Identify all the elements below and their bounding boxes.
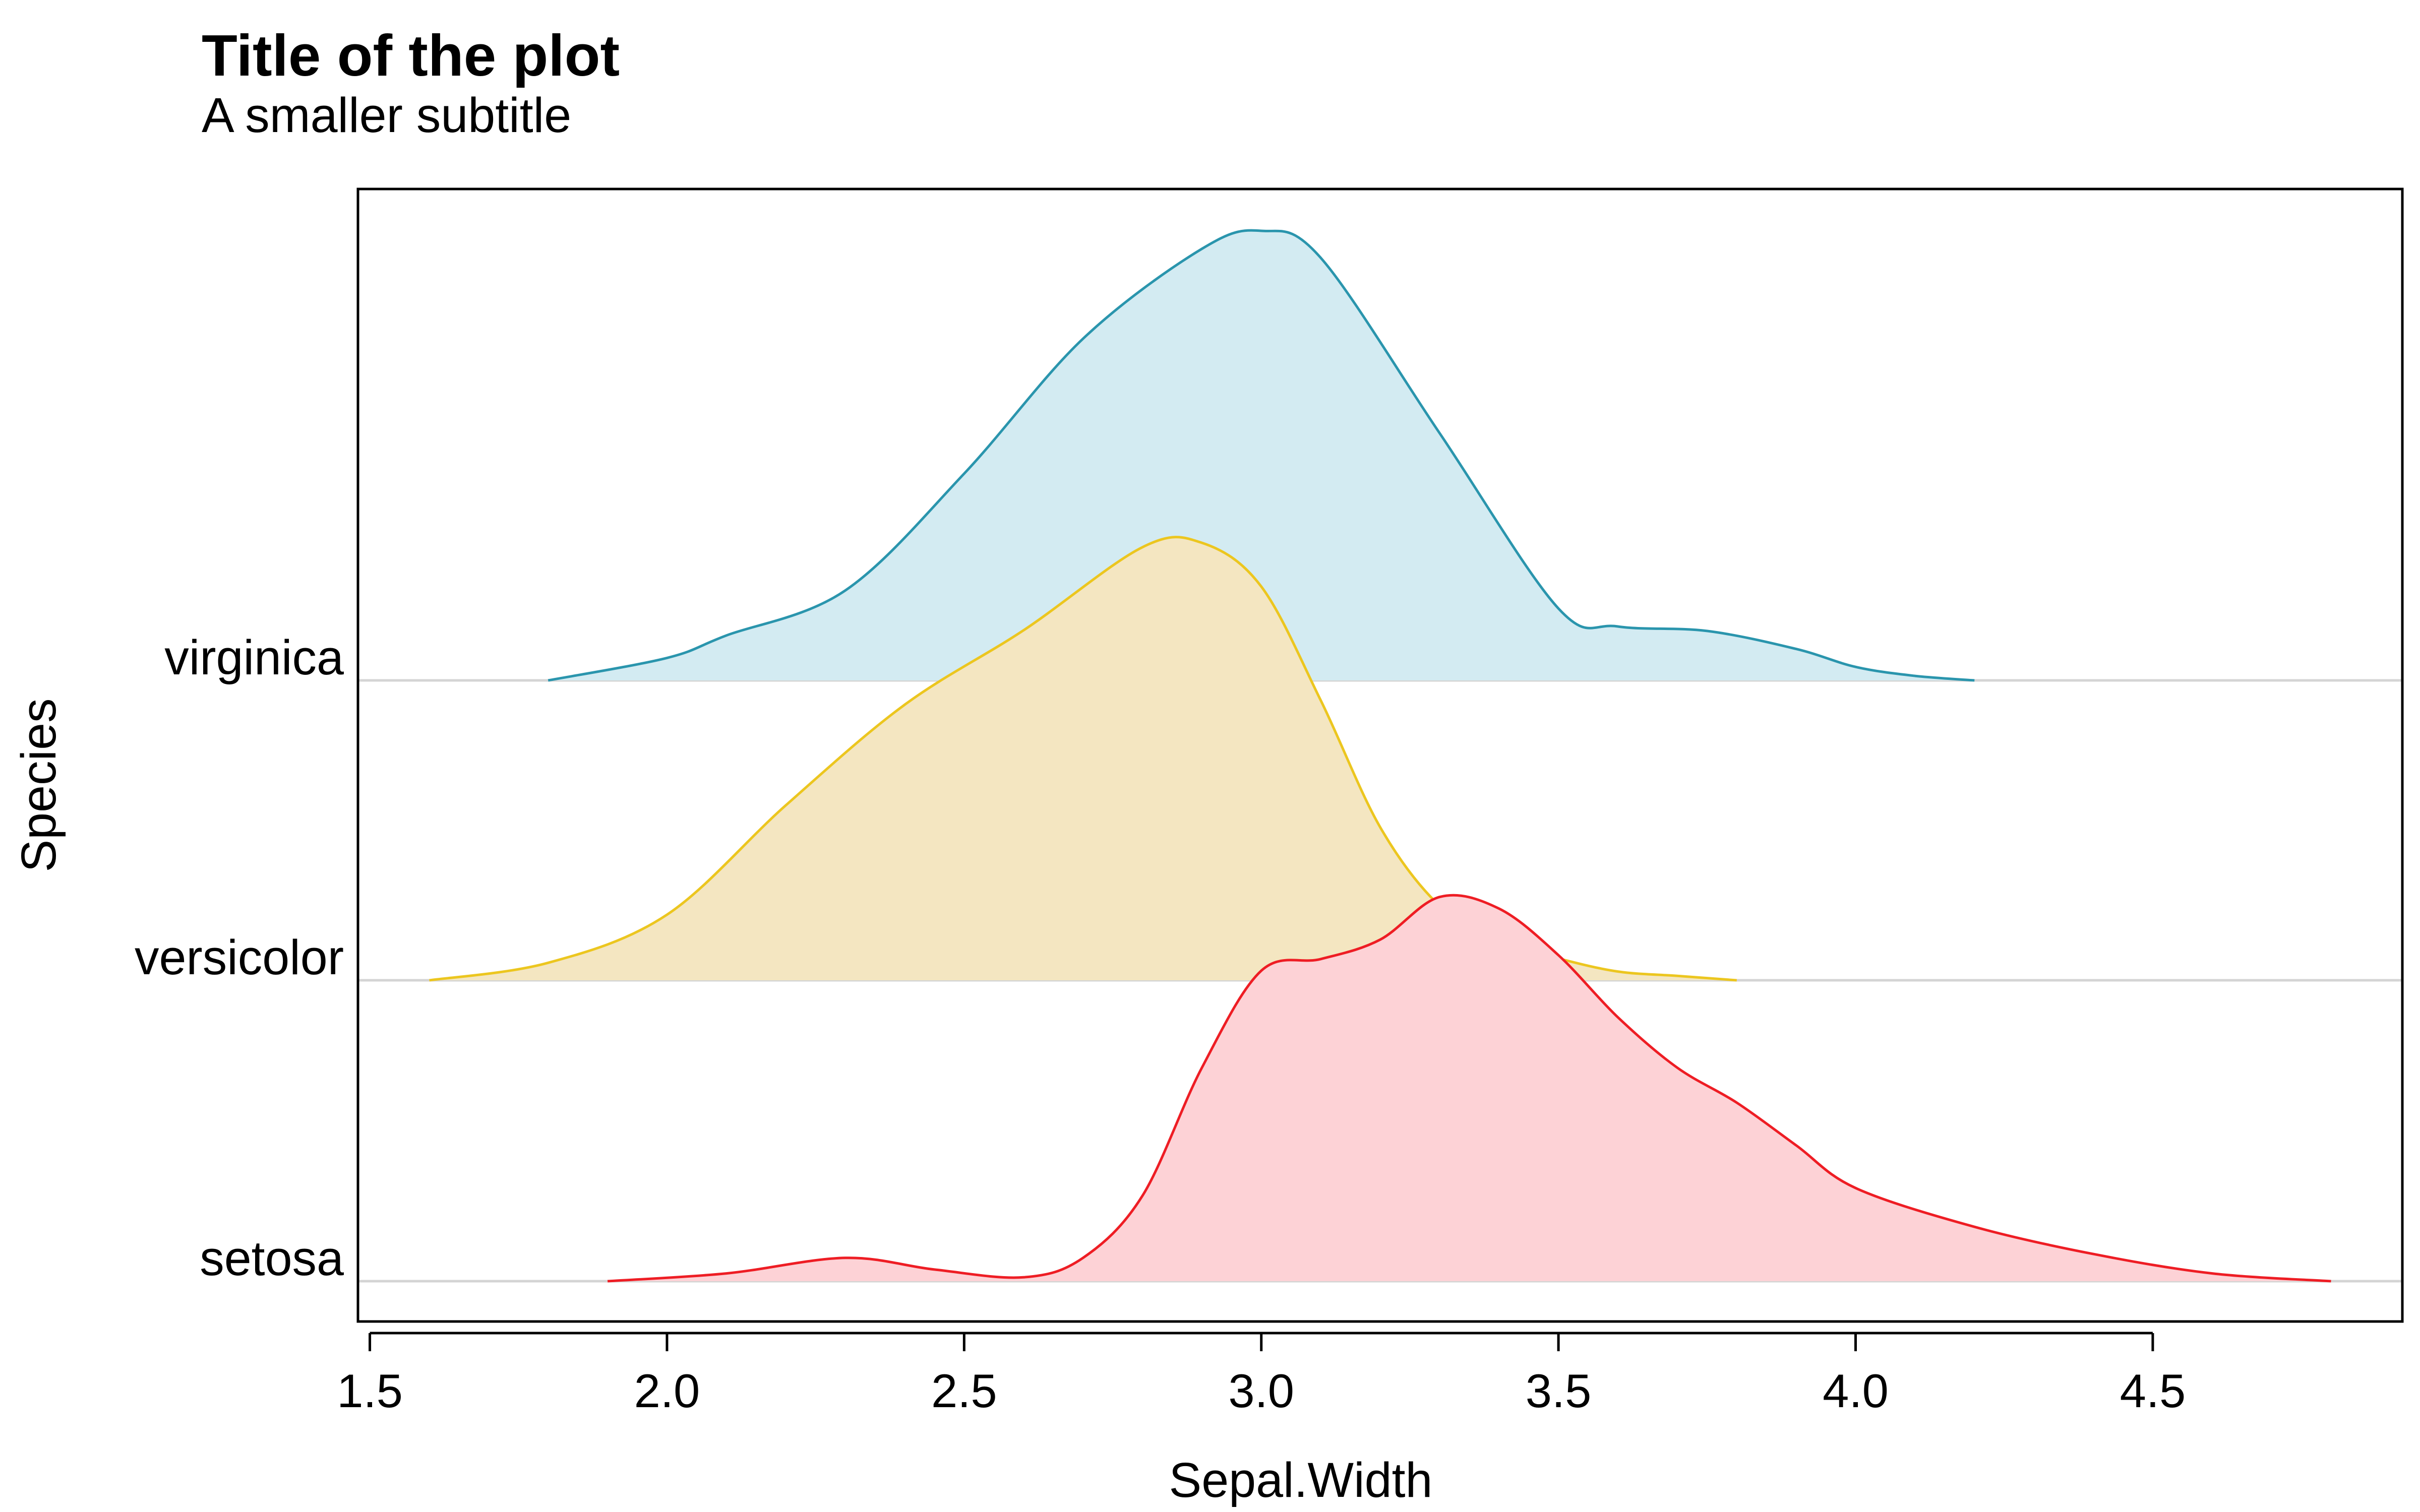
x-tick-label: 2.5 <box>931 1364 997 1417</box>
x-tick-label: 3.5 <box>1526 1364 1592 1417</box>
x-tick-label: 4.0 <box>1823 1364 1889 1417</box>
density-line-virginica <box>548 229 1975 682</box>
y-tick-label-setosa: setosa <box>200 1231 344 1286</box>
density-fill-versicolor <box>429 537 1737 980</box>
x-tick-label: 3.0 <box>1228 1364 1294 1417</box>
density-fill-setosa <box>608 895 2331 1281</box>
x-axis: 1.5 2.0 2.5 3.0 3.5 4.0 4.5 <box>337 1332 2186 1417</box>
density-ridges <box>358 229 2402 1283</box>
chart-subtitle: A smaller subtitle <box>202 88 571 143</box>
y-tick-label-virginica: virginica <box>164 630 344 685</box>
y-axis-category-labels: virginica versicolor setosa <box>135 630 344 1286</box>
y-tick-label-versicolor: versicolor <box>135 930 344 985</box>
y-axis-label: Species <box>11 698 66 872</box>
x-tick-label: 1.5 <box>337 1364 403 1417</box>
x-tick-label: 4.5 <box>2120 1364 2186 1417</box>
x-tick-label: 2.0 <box>634 1364 700 1417</box>
chart-title: Title of the plot <box>202 23 620 88</box>
x-axis-label: Sepal.Width <box>1169 1453 1433 1507</box>
plot-panel-border <box>356 187 2404 1323</box>
density-line-setosa <box>607 894 2331 1283</box>
density-fill-virginica <box>548 230 1975 680</box>
